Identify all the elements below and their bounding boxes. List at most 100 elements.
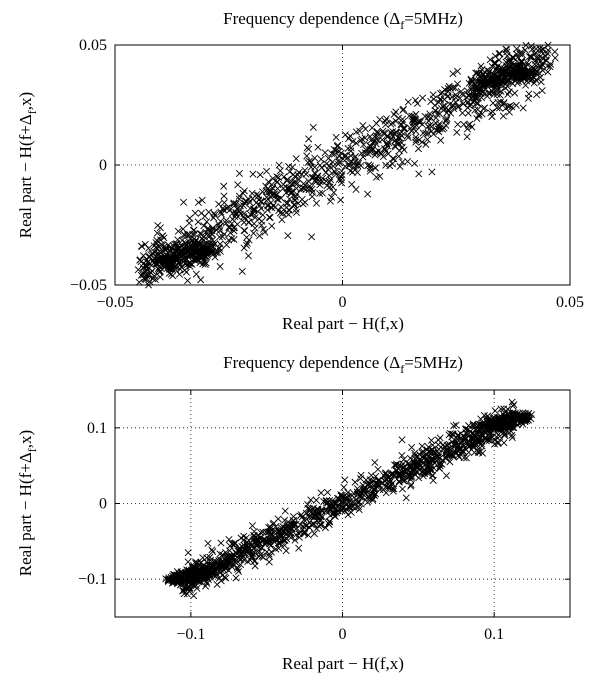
data-point <box>423 135 431 144</box>
data-point <box>424 122 432 130</box>
data-point <box>304 159 312 167</box>
data-point <box>218 551 226 559</box>
data-point <box>537 78 545 86</box>
data-point <box>355 506 363 514</box>
data-point <box>345 162 353 170</box>
data-point <box>286 168 294 176</box>
data-point <box>392 117 400 125</box>
data-point <box>194 576 202 584</box>
data-point <box>539 46 547 54</box>
x-tick-label: 0.1 <box>484 626 504 643</box>
data-point <box>551 48 559 56</box>
data-point <box>282 199 291 207</box>
data-point <box>503 46 511 54</box>
data-points-bottom <box>162 398 536 600</box>
data-point <box>415 474 423 482</box>
data-point <box>243 233 251 241</box>
data-point <box>248 550 256 558</box>
data-point <box>243 241 251 249</box>
data-point <box>392 108 400 116</box>
data-point <box>388 485 397 493</box>
data-point <box>294 171 302 179</box>
data-point <box>364 190 372 198</box>
data-point <box>422 129 430 137</box>
data-point <box>151 275 159 283</box>
data-point <box>493 104 501 112</box>
data-point <box>399 105 408 113</box>
data-point <box>226 206 234 214</box>
data-point <box>368 136 376 144</box>
data-point <box>316 181 324 189</box>
data-point <box>459 100 467 108</box>
data-point <box>209 548 217 556</box>
data-point <box>295 533 303 541</box>
data-point <box>215 220 223 228</box>
data-point <box>400 475 408 483</box>
data-point <box>442 446 450 454</box>
data-point <box>205 237 213 245</box>
data-point <box>293 179 301 187</box>
data-point <box>334 141 342 149</box>
data-point <box>222 574 230 582</box>
data-point <box>391 137 399 145</box>
data-point <box>211 240 219 248</box>
data-point <box>288 163 296 171</box>
data-point <box>395 134 403 142</box>
data-point <box>446 430 454 438</box>
data-point <box>134 266 142 274</box>
data-point <box>442 116 450 124</box>
data-point <box>398 451 406 460</box>
data-point <box>464 426 472 434</box>
data-point <box>374 476 382 484</box>
data-point <box>366 167 374 175</box>
data-point <box>404 134 412 142</box>
data-point <box>194 577 202 585</box>
data-point <box>337 176 345 184</box>
data-point <box>449 70 457 78</box>
data-point <box>528 411 536 419</box>
data-point <box>506 102 514 110</box>
data-point <box>187 235 195 243</box>
data-point <box>404 131 412 139</box>
data-point <box>517 418 525 426</box>
data-point <box>373 128 381 136</box>
data-point <box>283 535 291 543</box>
y-axis-label-top: Real part − H(f+Δf,x) <box>16 92 39 238</box>
data-point <box>161 258 169 266</box>
data-point <box>384 483 392 491</box>
data-point <box>240 532 248 540</box>
data-point <box>495 56 503 64</box>
data-point <box>509 80 517 88</box>
data-point <box>264 178 272 186</box>
data-point <box>412 138 420 146</box>
data-point <box>305 135 313 143</box>
data-point <box>390 155 398 163</box>
data-point <box>255 536 263 544</box>
x-tick-label: 0.05 <box>556 294 584 311</box>
data-point <box>505 56 513 64</box>
data-point <box>236 202 244 210</box>
data-point <box>473 69 481 77</box>
y-tick-label: −0.1 <box>78 571 107 588</box>
data-point <box>220 192 228 200</box>
data-point <box>279 523 287 531</box>
data-point <box>186 251 194 259</box>
data-point <box>137 271 145 279</box>
data-point <box>357 136 365 145</box>
data-point <box>360 141 368 149</box>
data-point <box>452 421 460 429</box>
data-point <box>335 152 343 160</box>
data-point <box>137 242 145 250</box>
data-point <box>192 577 200 585</box>
data-point <box>145 244 153 252</box>
data-point <box>413 99 421 108</box>
data-point <box>301 181 309 189</box>
data-point <box>429 472 437 480</box>
data-point <box>329 162 337 170</box>
data-point <box>244 252 252 260</box>
data-point <box>155 243 163 251</box>
data-point <box>206 226 214 235</box>
data-point <box>427 114 435 122</box>
data-point <box>500 439 508 447</box>
data-point <box>486 56 494 64</box>
